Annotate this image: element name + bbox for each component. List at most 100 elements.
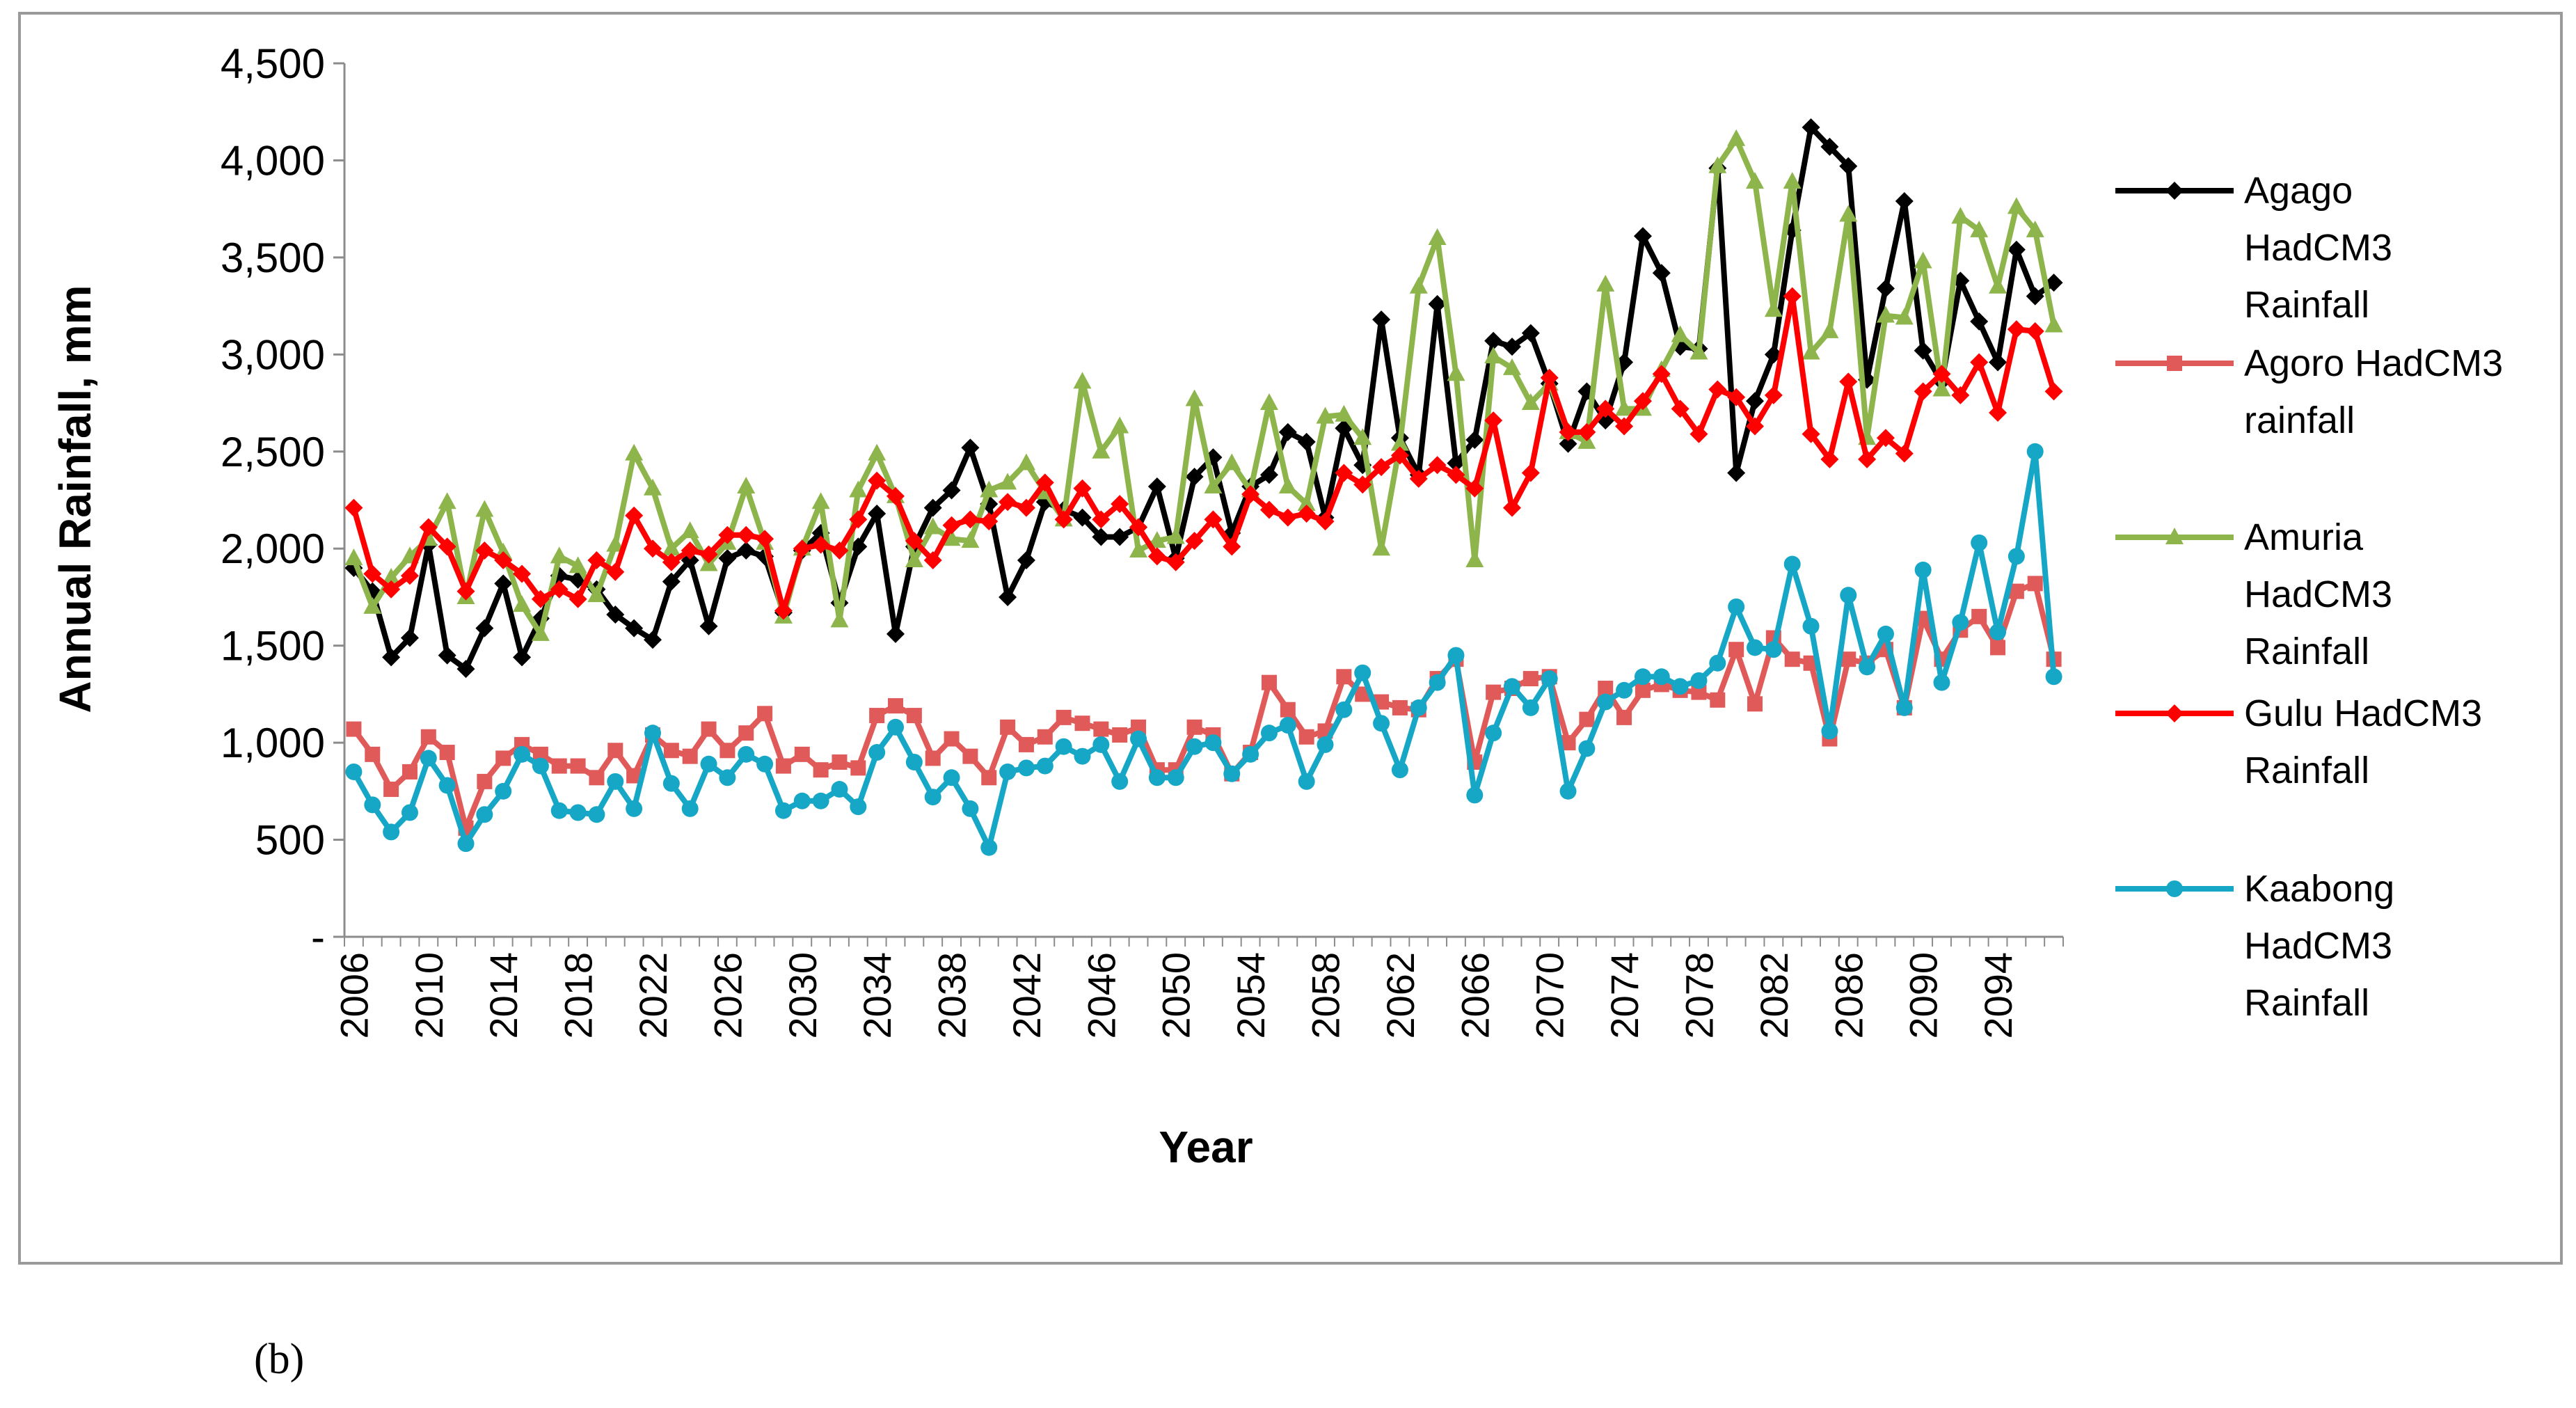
data-point <box>531 624 550 641</box>
data-point <box>1560 735 1576 751</box>
data-point <box>1858 450 1877 468</box>
data-point <box>830 610 849 628</box>
data-point <box>1336 669 1352 685</box>
data-point <box>1465 550 1484 567</box>
data-point <box>495 750 511 766</box>
legend-label: HadCM3 <box>2244 925 2392 967</box>
data-point <box>1746 392 1765 411</box>
data-point <box>1092 528 1111 546</box>
data-point <box>1859 658 1876 676</box>
data-point <box>1466 786 1484 804</box>
data-point <box>905 532 923 551</box>
data-point <box>923 517 942 535</box>
data-point <box>1484 331 1503 350</box>
data-point <box>531 590 550 608</box>
data-point <box>757 706 773 722</box>
data-point <box>923 498 942 517</box>
data-point <box>344 498 363 517</box>
data-point <box>1465 479 1484 498</box>
data-point <box>718 549 737 568</box>
data-point <box>2044 315 2063 333</box>
legend-item-amuria: Amuria HadCM3 Rainfall <box>2115 516 2392 672</box>
data-point <box>1671 678 1689 695</box>
data-point <box>438 492 456 509</box>
data-point <box>1223 765 1241 782</box>
data-point <box>1895 192 1914 211</box>
legend-label: Rainfall <box>2244 750 2369 791</box>
legend-label: Rainfall <box>2244 982 2369 1024</box>
data-point <box>1354 664 1372 681</box>
data-point <box>1710 692 1726 708</box>
data-point <box>1017 759 1035 777</box>
data-point <box>1297 494 1316 512</box>
data-point <box>1690 672 1708 689</box>
data-point <box>1185 389 1204 406</box>
data-point <box>1839 372 1858 391</box>
data-point <box>1783 287 1802 306</box>
data-point <box>700 755 717 773</box>
data-point <box>2044 382 2063 401</box>
data-point <box>1409 469 1428 488</box>
data-point <box>887 718 905 736</box>
data-point <box>1410 699 1427 716</box>
data-point <box>944 731 960 747</box>
data-point <box>1820 137 1839 156</box>
data-point <box>961 531 980 548</box>
y-tick-label: - <box>311 914 325 960</box>
data-point <box>1503 678 1520 695</box>
data-point <box>438 537 456 556</box>
data-point <box>550 802 568 819</box>
x-tick-label: 2018 <box>557 952 601 1039</box>
y-tick-label: 3,000 <box>221 331 325 378</box>
data-point <box>850 760 866 776</box>
data-point <box>1521 393 1540 411</box>
data-point <box>363 564 382 583</box>
data-point <box>961 438 980 457</box>
data-point <box>812 792 829 809</box>
legend-item-agago: Agago HadCM3 Rainfall <box>2115 170 2392 326</box>
data-point <box>1971 534 1988 551</box>
legend-item-gulu: Gulu HadCM3 Rainfall <box>2115 693 2482 791</box>
data-point <box>1990 640 2006 656</box>
data-point <box>1317 736 1334 753</box>
data-point <box>701 721 717 737</box>
series-agoro <box>346 576 2062 836</box>
data-point <box>1784 651 1800 667</box>
data-point <box>2007 197 2026 214</box>
x-tick-label: 2078 <box>1677 952 1721 1039</box>
data-point <box>1746 417 1765 436</box>
data-point <box>887 624 905 643</box>
data-point <box>475 541 494 560</box>
data-point <box>1933 674 1950 691</box>
x-tick-label: 2066 <box>1453 952 1497 1039</box>
data-point <box>1186 738 1203 755</box>
data-point <box>1691 684 1707 700</box>
data-point <box>1353 475 1372 494</box>
y-tick-label: 3,500 <box>221 235 325 281</box>
data-point <box>1633 392 1652 411</box>
data-point <box>2007 240 2026 259</box>
data-point <box>475 619 494 638</box>
y-tick-label: 4,500 <box>221 40 325 87</box>
data-point <box>1840 651 1857 667</box>
data-point <box>1447 647 1465 664</box>
data-point <box>1820 321 1839 338</box>
x-tick-label: 2070 <box>1528 952 1572 1039</box>
data-point <box>513 595 532 612</box>
data-point <box>1204 476 1223 493</box>
data-point <box>830 541 849 560</box>
data-point <box>550 580 569 599</box>
data-point <box>1056 709 1072 725</box>
series-gulu <box>344 287 2063 620</box>
data-point <box>1970 220 1989 237</box>
data-point <box>2026 220 2044 237</box>
data-point <box>1054 510 1073 529</box>
data-point <box>1989 353 2007 372</box>
data-point <box>868 744 886 761</box>
data-point <box>1485 725 1502 742</box>
data-point <box>643 631 662 649</box>
data-point <box>1092 736 1110 753</box>
data-point <box>1017 498 1035 517</box>
data-point <box>980 512 999 531</box>
